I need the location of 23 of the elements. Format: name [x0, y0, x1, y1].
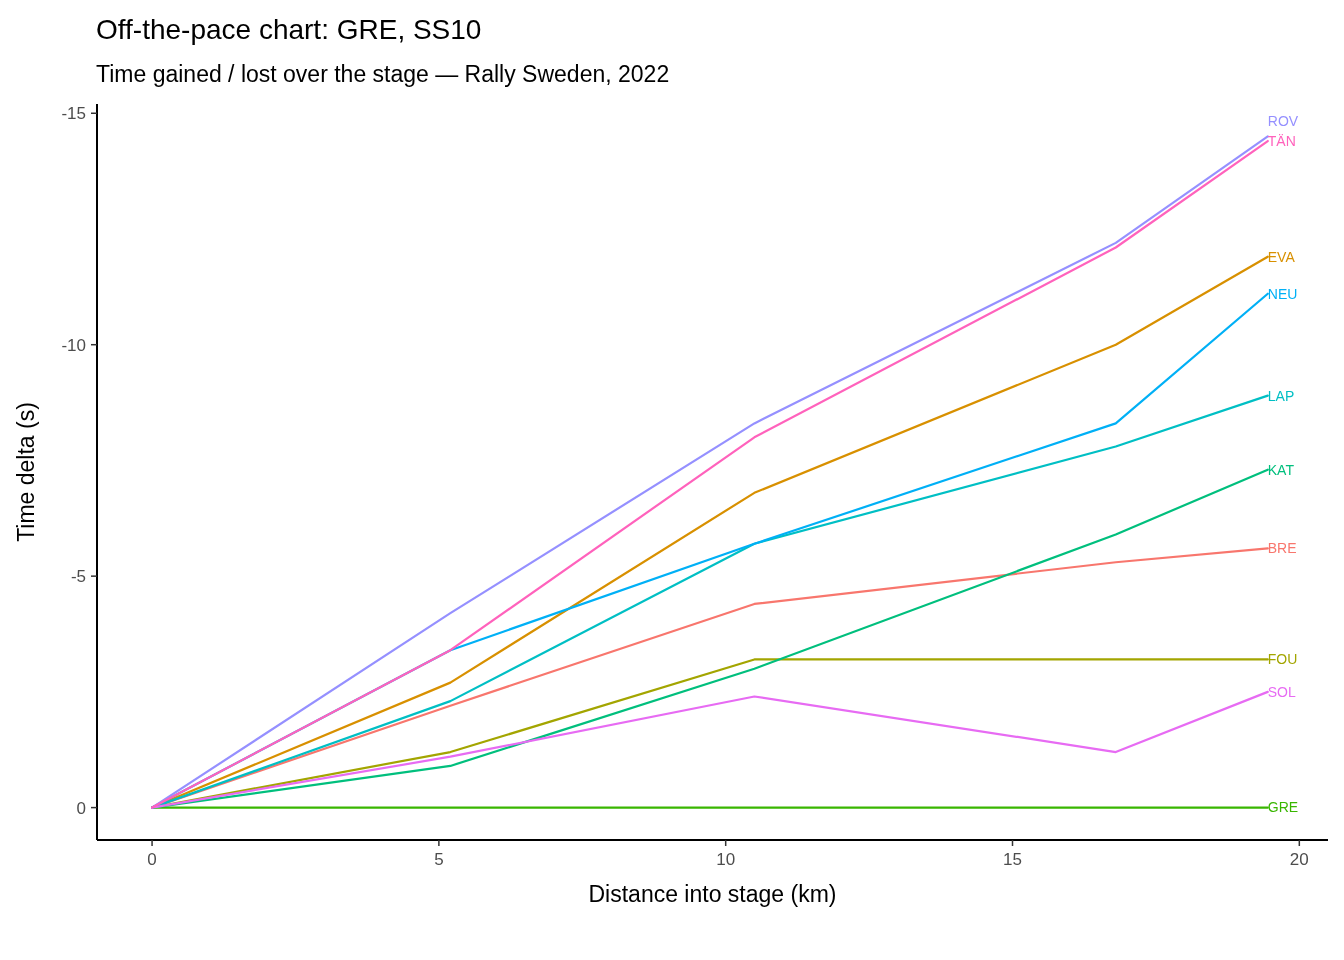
chart-title: Off-the-pace chart: GRE, SS10 — [96, 14, 482, 45]
series-label: LAP — [1267, 387, 1295, 404]
x-tick-label: 20 — [1289, 850, 1309, 869]
series-label: BRE — [1267, 540, 1297, 557]
y-axis-title: Time delta (s) — [13, 402, 39, 542]
series-label: ROV — [1267, 112, 1299, 129]
x-tick-label: 10 — [716, 850, 736, 869]
y-tick-label: 0 — [76, 798, 86, 818]
series-label: SOL — [1267, 683, 1296, 700]
x-tick-label: 15 — [1003, 850, 1022, 869]
series-label: EVA — [1267, 248, 1296, 265]
chart-subtitle: Time gained / lost over the stage — Rally Sweden, 2022 — [96, 61, 670, 87]
y-tick-label: -5 — [70, 567, 86, 587]
x-tick-label: 0 — [147, 850, 157, 869]
series-label: NEU — [1267, 285, 1298, 302]
y-tick-label: -10 — [61, 335, 86, 355]
x-tick-label: 5 — [434, 850, 444, 869]
y-tick-label: -15 — [61, 104, 86, 124]
series-label: KAT — [1267, 461, 1295, 478]
x-axis-title: Distance into stage (km) — [588, 881, 837, 907]
series-label: FOU — [1267, 651, 1298, 668]
series-label: GRE — [1267, 799, 1299, 816]
series-label: TÄN — [1267, 132, 1296, 149]
